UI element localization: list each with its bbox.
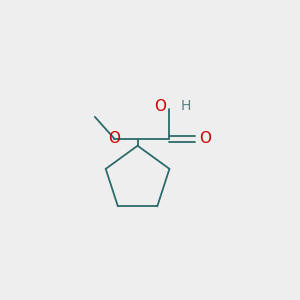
Text: O: O bbox=[199, 131, 211, 146]
Text: O: O bbox=[109, 131, 121, 146]
Text: H: H bbox=[180, 100, 191, 113]
Text: O: O bbox=[154, 99, 166, 114]
